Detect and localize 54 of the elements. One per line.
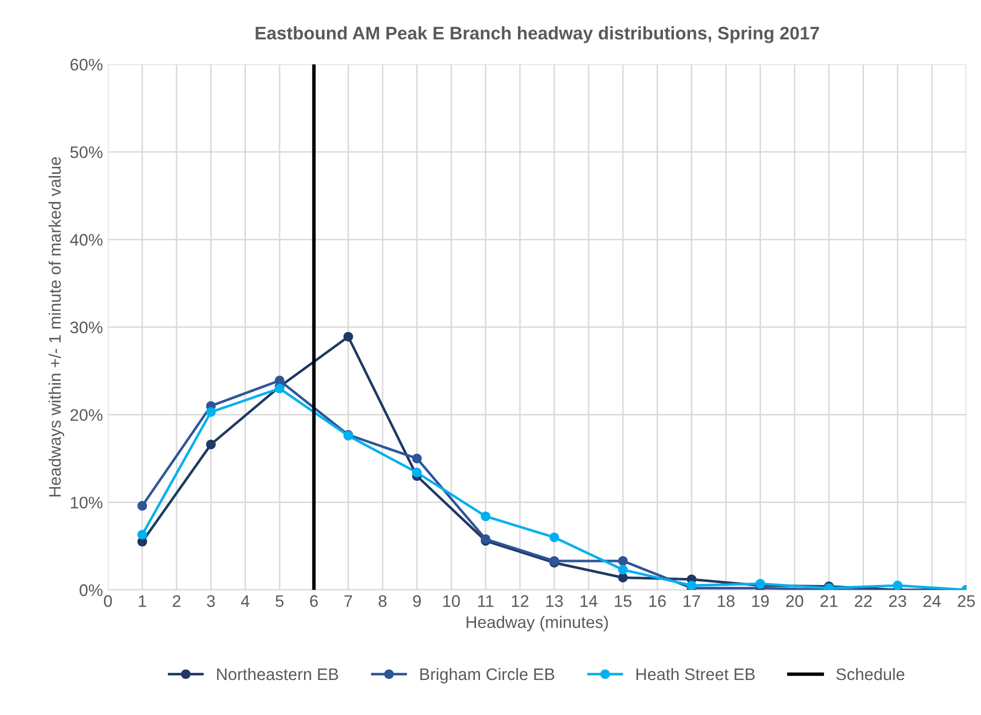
x-tick-label: 2 (172, 595, 180, 607)
point (549, 532, 560, 542)
x-tick-label: 4 (241, 595, 250, 607)
point (206, 440, 216, 450)
x-tick-label: 3 (206, 595, 215, 607)
point (137, 500, 148, 511)
x-tick-label: 22 (854, 595, 872, 607)
x-tick-label: 20 (786, 595, 804, 607)
legend-label: Heath Street EB (636, 668, 755, 680)
point (206, 407, 216, 417)
y-tick-label: 20% (70, 409, 102, 421)
x-tick-label: 17 (684, 595, 700, 607)
x-tick-label: 13 (546, 595, 563, 607)
x-tick-label: 7 (344, 595, 352, 607)
x-tick-label: 25 (958, 595, 975, 607)
legend-label: Schedule (836, 668, 904, 680)
x-tick-label: 10 (443, 595, 460, 607)
point (618, 564, 628, 575)
x-tick-label: 6 (310, 595, 318, 607)
x-tick-label: 11 (478, 595, 494, 607)
x-tick-label: 9 (413, 595, 421, 607)
x-tick-label: 14 (580, 595, 598, 607)
y-tick-label: 50% (70, 146, 102, 158)
x-tick-label: 23 (889, 595, 906, 607)
x-tick-label: 18 (718, 595, 734, 607)
point (412, 454, 422, 464)
point (412, 468, 422, 478)
x-tick-label: 12 (512, 595, 528, 607)
x-tick-label: 21 (820, 595, 838, 607)
legend-label: Northeastern EB (217, 668, 338, 680)
point (618, 556, 628, 566)
y-tick-label: 10% (70, 496, 102, 508)
y-axis-title: Headways within +/- 1 minute of marked value (48, 157, 64, 496)
x-tick-label: 8 (378, 595, 386, 607)
point (686, 580, 696, 590)
chart-title: Eastbound AM Peak E Branch headway distributions, Spring 2017 (256, 26, 819, 44)
x-tick-label: 16 (649, 595, 666, 607)
y-tick-label: 0% (80, 584, 102, 596)
x-tick-label: 15 (614, 595, 632, 607)
y-tick-label: 40% (70, 234, 102, 246)
legend-label: Brigham Circle EB (420, 668, 554, 684)
x-tick-label: 24 (924, 595, 941, 607)
x-tick-label: 19 (752, 595, 769, 607)
x-tick-label: 5 (276, 595, 284, 607)
x-tick-label: 0 (104, 595, 112, 607)
point (343, 332, 354, 342)
x-axis-title: Headway (minutes) (466, 616, 608, 632)
x-tick-label: 1 (138, 595, 146, 607)
y-tick-label: 30% (70, 322, 102, 334)
y-tick-label: 60% (70, 58, 102, 71)
point (274, 376, 284, 386)
point (137, 530, 148, 540)
point (480, 511, 490, 522)
point (618, 572, 628, 582)
